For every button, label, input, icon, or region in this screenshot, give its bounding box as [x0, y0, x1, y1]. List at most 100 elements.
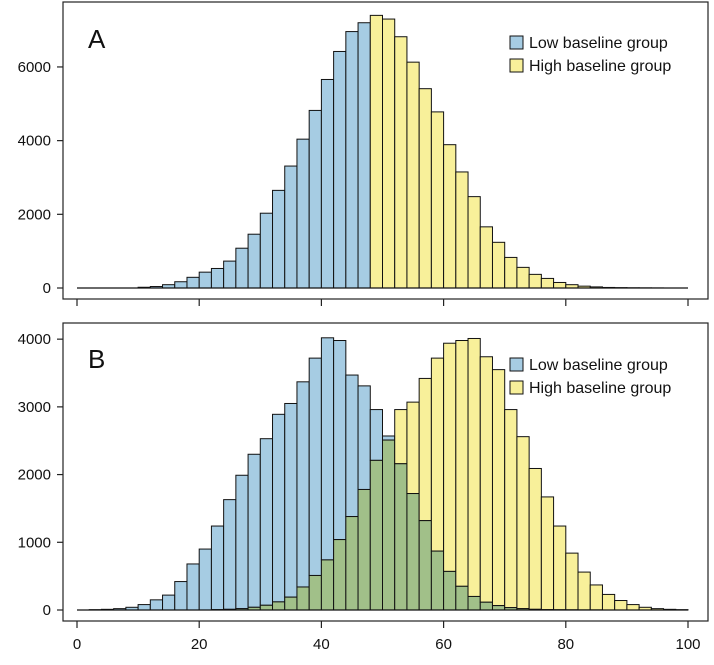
bar-low-baseline — [309, 358, 321, 575]
bar-low-baseline — [224, 261, 236, 288]
y-tick-label: 3000 — [18, 399, 51, 416]
bar-high-baseline — [480, 227, 492, 288]
bar-low-baseline — [138, 605, 150, 610]
bar-high-baseline — [444, 343, 456, 571]
bar-low-baseline — [150, 600, 162, 610]
bar-high-baseline — [431, 112, 443, 288]
legend-swatch — [510, 381, 523, 394]
bar-low-baseline — [199, 272, 211, 288]
y-tick-label: 0 — [43, 280, 51, 297]
bar-overlap — [346, 517, 358, 610]
bar-high-baseline — [395, 410, 407, 464]
x-tick-label: 60 — [435, 636, 452, 653]
y-tick-label: 0 — [43, 602, 51, 619]
bar-low-baseline — [334, 341, 346, 540]
legend-label: Low baseline group — [529, 35, 668, 52]
bar-high-baseline — [529, 274, 541, 288]
bar-low-baseline — [163, 595, 175, 610]
bar-high-baseline — [407, 62, 419, 288]
bar-overlap — [480, 602, 492, 610]
bar-high-baseline — [456, 172, 468, 288]
bar-high-baseline — [419, 89, 431, 288]
bar-overlap — [285, 597, 297, 610]
panel-label: A — [88, 24, 106, 54]
bar-high-baseline — [590, 585, 602, 610]
bar-high-baseline — [419, 378, 431, 520]
y-tick-label: 1000 — [18, 534, 51, 551]
bar-high-baseline — [517, 267, 529, 288]
bar-low-baseline — [383, 436, 395, 440]
legend-label: High baseline group — [529, 58, 671, 75]
bar-low-baseline — [260, 439, 272, 606]
bar-low-baseline — [358, 23, 370, 288]
bar-low-baseline — [273, 190, 285, 288]
bar-overlap — [297, 587, 309, 610]
bar-high-baseline — [517, 437, 529, 609]
bar-low-baseline — [297, 382, 309, 587]
bar-low-baseline — [370, 410, 382, 461]
bar-low-baseline — [199, 549, 211, 610]
bar-overlap — [395, 464, 407, 610]
legend-label: Low baseline group — [529, 357, 668, 374]
bar-high-baseline — [407, 402, 419, 493]
bar-overlap — [321, 560, 333, 610]
bar-high-baseline — [492, 242, 504, 288]
legend-label: High baseline group — [529, 380, 671, 397]
bar-high-baseline — [578, 572, 590, 610]
bar-overlap — [431, 551, 443, 610]
bar-high-baseline — [529, 468, 541, 609]
x-tick-label: 0 — [73, 636, 81, 653]
bar-high-baseline — [370, 15, 382, 288]
x-tick-label: 20 — [191, 636, 208, 653]
bar-low-baseline — [321, 338, 333, 560]
bar-low-baseline — [211, 268, 223, 288]
bar-low-baseline — [285, 166, 297, 288]
bar-high-baseline — [468, 338, 480, 596]
bar-high-baseline — [541, 497, 553, 610]
bar-low-baseline — [260, 213, 272, 288]
y-tick-label: 2000 — [18, 206, 51, 223]
legend-swatch — [510, 36, 523, 49]
bar-overlap — [468, 596, 480, 610]
bar-high-baseline — [468, 197, 480, 288]
bar-overlap — [383, 440, 395, 610]
legend-swatch — [510, 59, 523, 72]
bar-low-baseline — [334, 51, 346, 288]
legend-swatch — [510, 358, 523, 371]
bar-low-baseline — [309, 110, 321, 288]
y-tick-label: 6000 — [18, 59, 51, 76]
bar-low-baseline — [358, 386, 370, 490]
bar-overlap — [456, 586, 468, 610]
bar-low-baseline — [297, 139, 309, 288]
bar-low-baseline — [224, 500, 236, 610]
bar-high-baseline — [505, 410, 517, 608]
bar-low-baseline — [236, 248, 248, 288]
bar-low-baseline — [187, 277, 199, 288]
x-tick-label: 40 — [313, 636, 330, 653]
bar-high-baseline — [492, 370, 504, 606]
bar-low-baseline — [236, 475, 248, 608]
bar-overlap — [370, 460, 382, 610]
bar-high-baseline — [627, 605, 639, 610]
bar-low-baseline — [273, 414, 285, 602]
bar-high-baseline — [480, 357, 492, 602]
bar-low-baseline — [321, 79, 333, 288]
bar-overlap — [334, 540, 346, 610]
x-tick-label: 100 — [675, 636, 700, 653]
bar-high-baseline — [541, 278, 553, 288]
bar-low-baseline — [175, 582, 187, 610]
bar-low-baseline — [346, 32, 358, 288]
bar-overlap — [309, 575, 321, 610]
bar-high-baseline — [505, 257, 517, 288]
bar-high-baseline — [431, 358, 443, 551]
panel-label: B — [88, 344, 105, 374]
x-tick-label: 80 — [557, 636, 574, 653]
bar-high-baseline — [444, 145, 456, 288]
bar-overlap — [492, 606, 504, 610]
bar-low-baseline — [175, 282, 187, 288]
bar-low-baseline — [187, 564, 199, 610]
bar-high-baseline — [383, 19, 395, 288]
